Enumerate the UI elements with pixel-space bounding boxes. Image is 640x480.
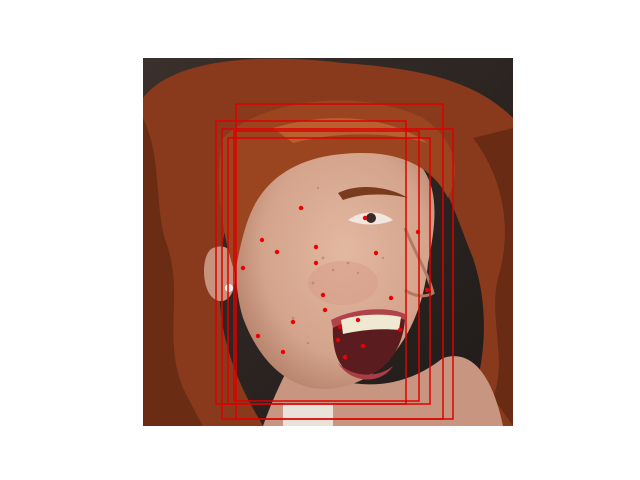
landmark-point: [415, 229, 421, 235]
detection-box: [221, 128, 454, 420]
hair-front: [218, 100, 455, 273]
landmark-point: [335, 337, 341, 343]
landmark-point: [298, 205, 304, 211]
hair-curls-right: [473, 128, 513, 426]
landmark-point: [259, 237, 265, 243]
landmark-point: [397, 327, 403, 333]
landmark-point: [360, 343, 366, 349]
lower-lip: [338, 363, 393, 380]
nose: [403, 227, 435, 298]
freckles: [291, 186, 385, 345]
landmark-point: [355, 317, 361, 323]
earring: [225, 284, 233, 292]
landmark-point: [280, 349, 286, 355]
landmark-point: [337, 324, 343, 330]
landmark-point: [320, 292, 326, 298]
landmark-point: [274, 249, 280, 255]
landmark-point: [313, 244, 319, 250]
landmark-point: [342, 354, 348, 360]
landmark-point: [240, 265, 246, 271]
landmark-point: [290, 319, 296, 325]
iris: [366, 213, 376, 223]
detection-box: [233, 130, 420, 402]
detection-box: [235, 103, 444, 420]
detection-box: [227, 137, 431, 405]
eyebrow: [338, 186, 408, 200]
upper-lip: [331, 309, 405, 328]
landmark-point: [388, 295, 394, 301]
landmark-point: [313, 260, 319, 266]
landmark-point: [424, 287, 430, 293]
cheek: [308, 261, 378, 305]
landmark-point: [322, 307, 328, 313]
hair-curls-left: [143, 118, 203, 426]
collar: [283, 403, 333, 426]
landmark-point: [373, 250, 379, 256]
landmark-point: [362, 215, 368, 221]
landmark-point: [255, 333, 261, 339]
detection-box: [215, 120, 407, 405]
